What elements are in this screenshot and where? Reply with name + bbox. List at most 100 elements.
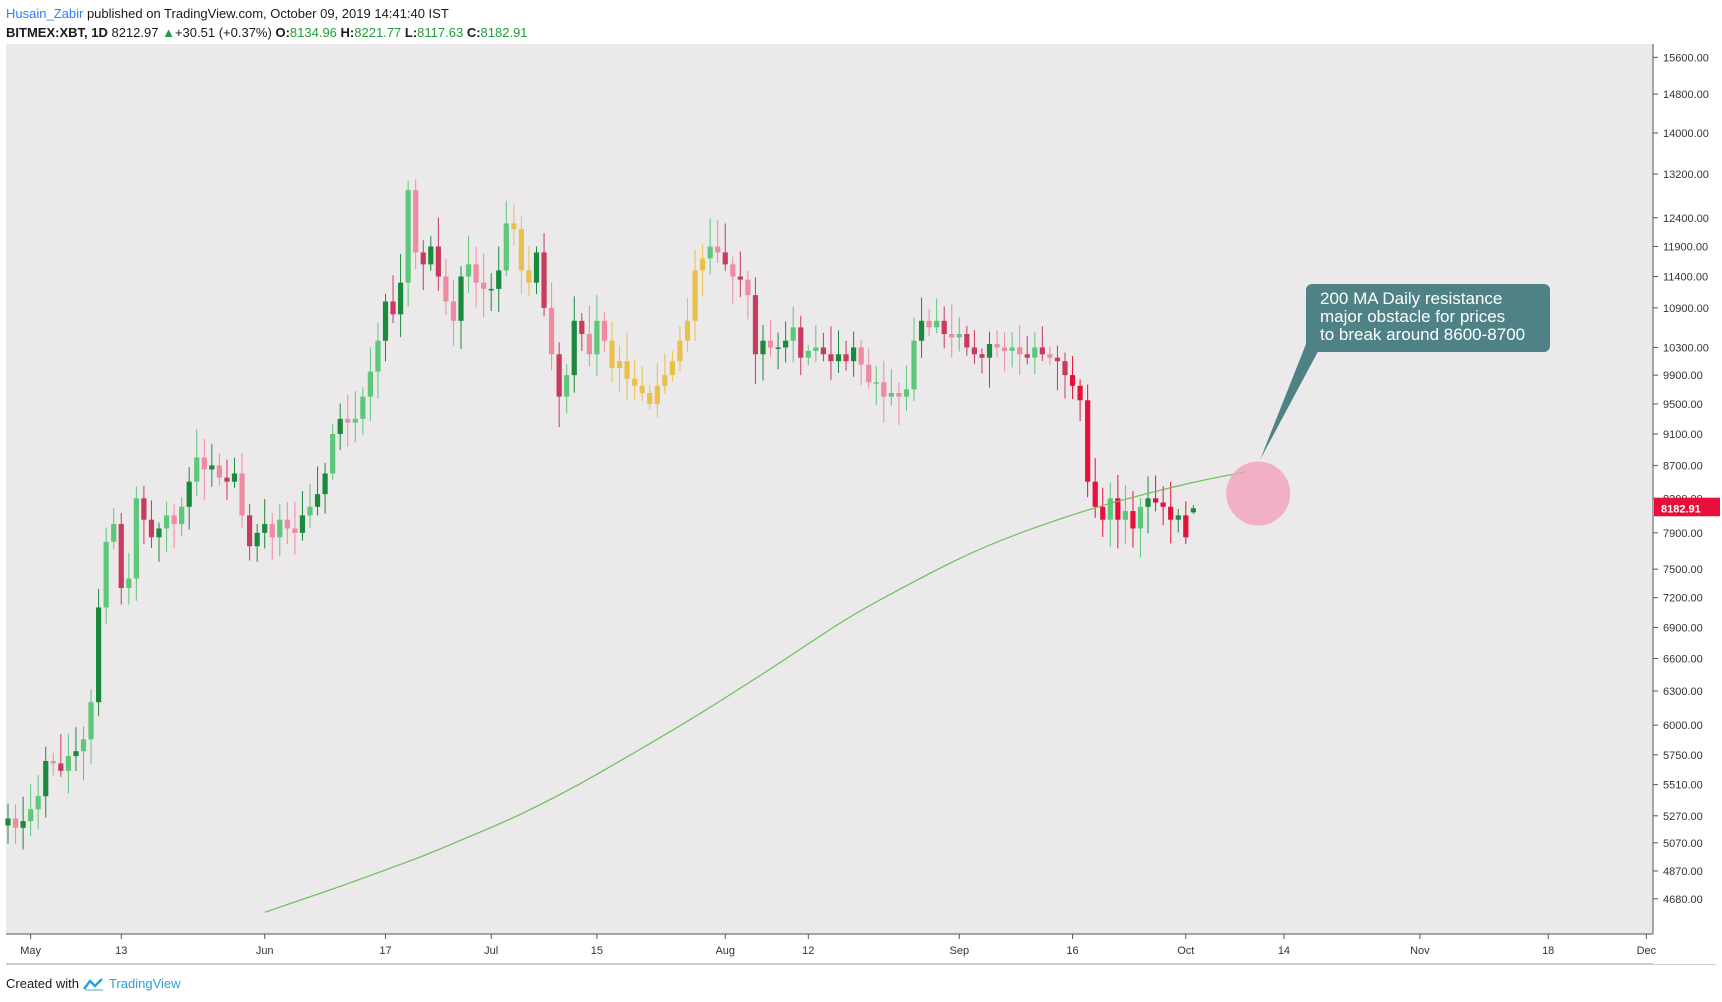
candle-body <box>677 340 683 362</box>
candle-body <box>171 515 177 525</box>
candle-body <box>511 223 517 230</box>
candle-body <box>1062 361 1068 376</box>
candle-body <box>609 340 615 369</box>
candle-body <box>926 320 932 328</box>
candle-body <box>224 477 230 482</box>
candle-body <box>503 223 509 271</box>
x-tick-label: 18 <box>1542 945 1554 957</box>
candle-body <box>50 760 56 764</box>
y-tick-label: 8700.00 <box>1663 460 1703 472</box>
candle-body <box>1122 511 1128 520</box>
x-tick-label: 13 <box>115 945 127 957</box>
candle-body <box>601 320 608 341</box>
candle-body <box>1054 357 1061 362</box>
candle-body <box>730 264 736 277</box>
x-tick-label: 12 <box>802 945 814 957</box>
candle-body <box>707 246 713 259</box>
candle-body <box>881 382 887 397</box>
published-text: published on TradingView.com, October 09… <box>86 6 449 21</box>
candle-body <box>126 578 132 589</box>
candle-body <box>473 264 479 283</box>
y-tick-label: 14800.00 <box>1663 89 1709 101</box>
candle-body <box>700 258 706 271</box>
y-tick-label: 5270.00 <box>1663 811 1703 823</box>
candle-body <box>239 473 245 516</box>
candle-body <box>851 347 857 362</box>
candle-body <box>903 389 910 397</box>
candle-body <box>367 371 373 397</box>
candle-body <box>133 498 139 579</box>
candle-body <box>284 519 290 529</box>
candle-body <box>1032 347 1038 358</box>
candle-body <box>767 340 774 348</box>
candle-body <box>330 434 336 474</box>
annotation-callout: 200 MA Daily resistance major obstacle f… <box>1306 284 1550 352</box>
candle-body <box>118 524 124 589</box>
candle-body <box>443 276 449 302</box>
close-value: 8182.91 <box>480 25 528 40</box>
candle-body <box>828 354 834 362</box>
candle-body <box>80 739 87 752</box>
candle-body <box>1183 515 1189 538</box>
candle-body <box>435 246 441 277</box>
candle-body <box>684 320 691 341</box>
candle-body <box>533 252 540 283</box>
callout-line-3: to break around 8600-8700 <box>1320 325 1526 344</box>
candle-body <box>292 528 298 533</box>
candle-body <box>413 190 419 253</box>
candle-body <box>96 607 102 703</box>
candle-body <box>1168 506 1174 520</box>
candle-body <box>858 347 864 365</box>
author-link[interactable]: Husain_Zabir <box>6 6 84 21</box>
candle-body <box>1085 400 1091 482</box>
candle-body <box>194 457 200 482</box>
candle-body <box>375 340 381 372</box>
plot-area[interactable] <box>6 44 1653 934</box>
candle-body <box>322 473 328 495</box>
candle-group <box>5 179 1196 850</box>
candle-body <box>692 270 698 321</box>
candle-body <box>360 396 366 419</box>
candle-body <box>1039 347 1045 355</box>
candle-body <box>277 519 283 538</box>
candle-body <box>65 756 71 771</box>
candle-body <box>1069 375 1076 386</box>
price-label-text: 8182.91 <box>1661 503 1701 515</box>
candle-body <box>1130 511 1136 529</box>
candle-body <box>888 393 894 397</box>
candle-body <box>760 340 766 355</box>
candle-body <box>352 418 358 423</box>
candle-body <box>813 347 819 351</box>
tradingview-link[interactable]: TradingView <box>108 976 181 991</box>
candle-body <box>1100 506 1106 520</box>
high-value: 8221.77 <box>354 25 402 40</box>
high-key: H: <box>340 25 355 40</box>
candle-body <box>775 347 781 349</box>
candle-body <box>481 282 487 289</box>
y-tick-label: 5750.00 <box>1663 750 1703 762</box>
candle-body <box>647 393 653 404</box>
candle-body <box>307 506 313 516</box>
candle-body <box>216 465 222 478</box>
candle-body <box>586 334 592 355</box>
candle-body <box>111 524 117 542</box>
y-tick-label: 5510.00 <box>1663 780 1703 792</box>
low-key: L: <box>404 25 418 40</box>
x-tick-label: Jul <box>484 945 498 957</box>
candle-body <box>58 763 64 771</box>
candle-body <box>254 532 260 547</box>
candle-body <box>179 506 185 525</box>
candle-body <box>1009 347 1015 351</box>
candle-body <box>1047 354 1053 358</box>
candle-body <box>420 252 426 265</box>
candle-body <box>669 361 675 376</box>
y-tick-label: 9500.00 <box>1663 399 1703 411</box>
candle-body <box>949 334 955 338</box>
y-tick-label: 6300.00 <box>1663 686 1703 698</box>
candle-body <box>103 541 109 608</box>
candle-body <box>624 361 630 379</box>
candle-body <box>564 375 570 397</box>
publish-line: Husain_Zabir published on TradingView.co… <box>6 4 528 23</box>
candle-body <box>752 295 759 355</box>
